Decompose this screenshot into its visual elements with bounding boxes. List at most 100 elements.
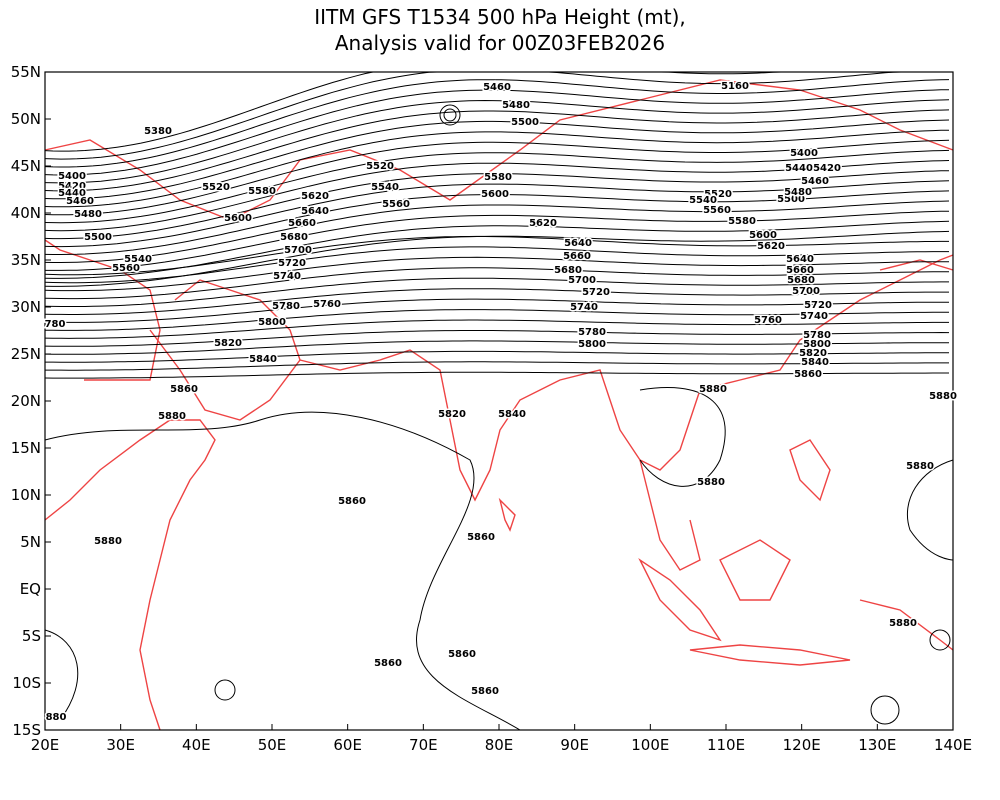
contour-label: 5840 xyxy=(801,357,829,368)
contour-label: 5480 xyxy=(74,209,102,220)
y-tick-label: 40N xyxy=(11,204,41,222)
contour-label: 5780 xyxy=(578,327,606,338)
contour-line xyxy=(44,371,949,379)
contour-line xyxy=(44,129,950,208)
contour-label: 5440 xyxy=(785,163,813,174)
y-tick-label: 30N xyxy=(11,298,41,316)
contour-label: 5840 xyxy=(498,409,526,420)
contour-label: 5680 xyxy=(280,232,308,243)
y-tick-label: 45N xyxy=(11,157,41,175)
contour-label: 5520 xyxy=(366,161,394,172)
contour-line xyxy=(44,79,950,168)
contour-label: 5400 xyxy=(790,148,818,159)
contour-label: 5740 xyxy=(570,302,598,313)
x-tick-label: 60E xyxy=(333,736,362,754)
height-contours xyxy=(44,71,954,731)
contour-line xyxy=(45,361,949,371)
contour-label: 5480 xyxy=(784,187,812,198)
contour-line xyxy=(44,319,949,339)
contour-label: 5580 xyxy=(728,216,756,227)
contour-label: 5720 xyxy=(582,287,610,298)
contour-line xyxy=(44,235,949,276)
contour-label: 5460 xyxy=(801,176,829,187)
title: IITM GFS T1534 500 hPa Height (mt), xyxy=(314,5,686,29)
contour-line xyxy=(929,629,951,651)
x-tick-label: 30E xyxy=(106,736,135,754)
contour-label: 5380 xyxy=(144,126,172,137)
contour-line xyxy=(214,679,236,701)
x-tick-label: 20E xyxy=(31,736,60,754)
contour-label: 5820 xyxy=(214,338,242,349)
contour-label: 5760 xyxy=(754,315,782,326)
contour-line xyxy=(44,170,950,240)
contour-label: 780 xyxy=(45,319,66,330)
contour-label: 880 xyxy=(46,712,67,723)
y-tick-label: EQ xyxy=(20,580,41,598)
contour-label: 5580 xyxy=(248,186,276,197)
y-tick-label: 10S xyxy=(12,674,41,692)
contour-line xyxy=(44,160,950,232)
contour-label: 5620 xyxy=(301,191,329,202)
y-tick-label: 20N xyxy=(11,392,41,410)
contour-label: 5700 xyxy=(792,286,820,297)
contour-line xyxy=(44,340,949,355)
contour-label: 5480 xyxy=(502,100,530,111)
subtitle: Analysis valid for 00Z03FEB2026 xyxy=(335,31,665,55)
contour-label: 5880 xyxy=(158,411,186,422)
contour-label: 5840 xyxy=(249,354,277,365)
contour-line xyxy=(44,246,949,284)
contour-label: 5680 xyxy=(554,265,582,276)
x-tick-label: 70E xyxy=(409,736,438,754)
contour-label: 5460 xyxy=(483,82,511,93)
y-tick-label: 5N xyxy=(20,533,41,551)
contour-label: 5720 xyxy=(804,300,832,311)
contour-line xyxy=(44,277,949,307)
contour-label: 5880 xyxy=(929,391,957,402)
y-tick-label: 15N xyxy=(11,439,41,457)
contour-label: 5640 xyxy=(786,254,814,265)
contour-line xyxy=(45,350,949,363)
y-tick-label: 25N xyxy=(11,345,41,363)
contour-line xyxy=(44,200,950,263)
contour-line xyxy=(44,288,949,315)
contour-label: 5500 xyxy=(511,117,539,128)
contour-label: 5800 xyxy=(803,339,831,350)
contour-label: 5560 xyxy=(112,263,140,274)
contour-label: 5520 xyxy=(704,189,732,200)
contour-label: 5880 xyxy=(699,384,727,395)
contour-label: 5500 xyxy=(777,194,805,205)
contour-label: 5780 xyxy=(803,330,831,341)
contour-label: 5620 xyxy=(757,241,785,252)
contour-label: 5420 xyxy=(813,163,841,174)
contour-label: 5720 xyxy=(278,258,306,269)
x-tick-label: 80E xyxy=(485,736,514,754)
y-tick-label: 55N xyxy=(11,63,41,81)
y-tick-label: 50N xyxy=(11,110,41,128)
y-tick-label: 10N xyxy=(11,486,41,504)
contour-line xyxy=(44,99,950,184)
contour-label: 5860 xyxy=(338,496,366,507)
contour-line xyxy=(44,109,950,192)
contour-label: 5600 xyxy=(749,230,777,241)
coastlines xyxy=(44,79,954,731)
contour-label: 5680 xyxy=(787,275,815,286)
contour-line xyxy=(443,108,457,122)
contour-line xyxy=(44,119,950,200)
contour-label: 5640 xyxy=(301,206,329,217)
x-tick-label: 110E xyxy=(707,736,745,754)
contour-line xyxy=(44,411,521,731)
contour-label: 5880 xyxy=(94,536,122,547)
contour-line xyxy=(44,330,950,347)
contour-label: 5160 xyxy=(721,81,749,92)
contour-label: 5400 xyxy=(58,171,86,182)
contour-label: 5440 xyxy=(58,188,86,199)
contour-line xyxy=(906,459,954,561)
contour-label: 5880 xyxy=(697,477,725,488)
contour-line xyxy=(639,387,726,487)
contour-label: 5540 xyxy=(124,254,152,265)
x-tick-label: 90E xyxy=(560,736,589,754)
contour-line xyxy=(44,256,949,292)
contour-label: 5540 xyxy=(689,195,717,206)
contour-label: 5660 xyxy=(288,218,316,229)
contour-label: 5820 xyxy=(438,409,466,420)
